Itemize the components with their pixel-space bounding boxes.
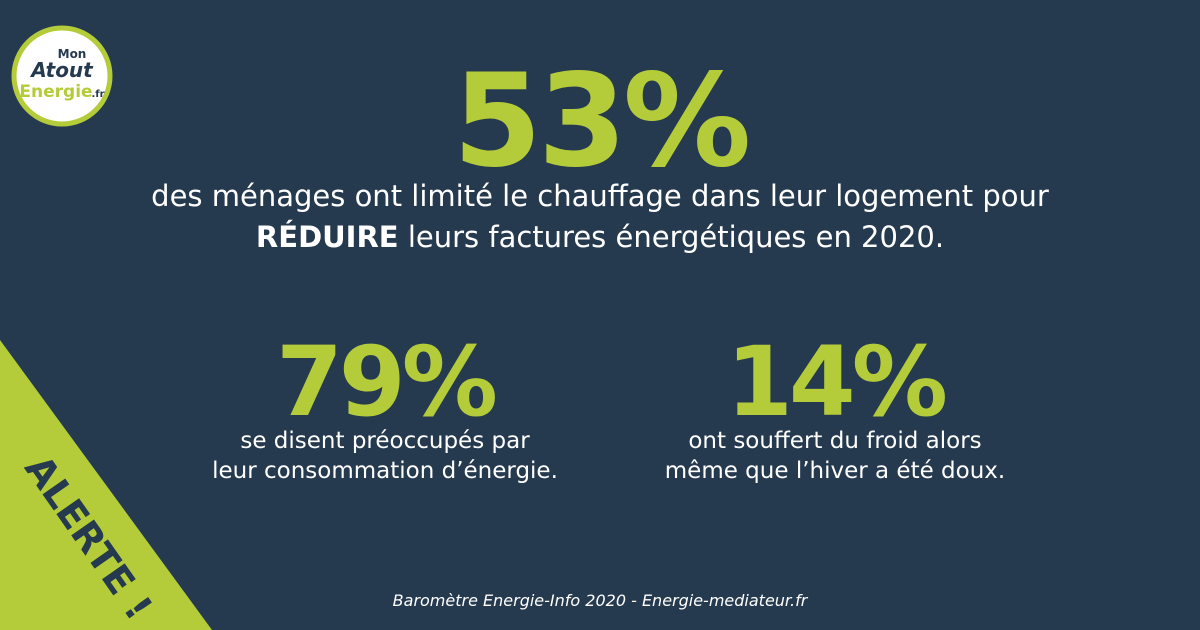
stat-line1: se disent préoccupés par [240,428,530,454]
headline-line1: des ménages ont limité le chauffage dans… [151,179,1049,213]
source: Baromètre Energie-Info 2020 - Energie-me… [393,591,809,610]
stat-figure: 79% [276,326,496,438]
logo-middle: Atout [29,58,94,82]
logo-top: Mon [58,47,87,61]
logo-suffix: .fr [91,89,104,100]
headline-figure: 53% [453,47,748,196]
logo-bottom: Energie [19,82,92,102]
headline-line2: RÉDUIRE leurs factures énergétiques en 2… [256,220,944,254]
headline-emphasis: RÉDUIRE [256,220,399,254]
stat-line2: même que l’hiver a été doux. [665,458,1005,484]
headline-rest: leurs factures énergétiques en 2020. [408,220,944,254]
alert-triangle [0,340,212,630]
logo-circle [11,25,113,127]
stat-figure: 14% [726,326,946,438]
stat-line2: leur consommation d’énergie. [212,458,558,484]
logo: Mon Atout Energie .fr [11,25,113,127]
stat-line1: ont souffert du froid alors [688,428,981,454]
